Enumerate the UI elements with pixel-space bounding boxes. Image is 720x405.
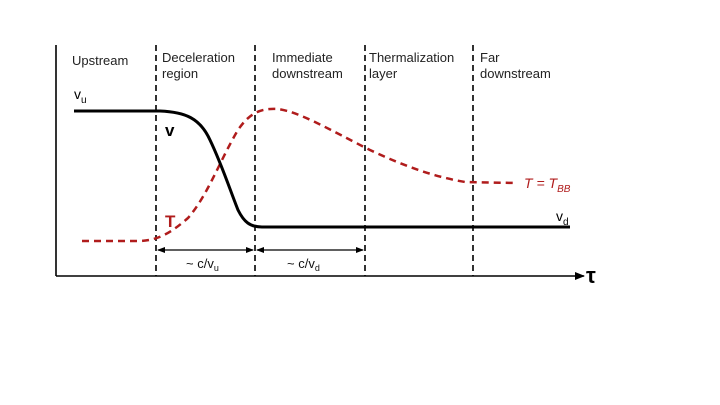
T-curve-label: T [165, 212, 176, 231]
region-label-deceleration: Deceleration region [162, 50, 239, 81]
region-label-far: Far downstream [480, 50, 551, 81]
tau-axis-label: τ [586, 263, 596, 288]
region-label-immediate: Immediate downstream [272, 50, 343, 81]
velocity-curve [74, 109, 570, 229]
region-label-thermalization: Thermalization layer [369, 50, 458, 81]
T-equals-TBB-label: T = TBB [524, 175, 571, 195]
v-downstream-label: vd [556, 208, 569, 228]
interval-label-deceleration: ~ c/vu [186, 256, 219, 273]
interval-label-immediate: ~ c/vd [287, 256, 320, 273]
temperature-curve [82, 107, 517, 243]
v-upstream-label: vu [74, 86, 87, 106]
v-curve-label: v [165, 121, 175, 140]
region-label-upstream: Upstream [72, 53, 128, 68]
